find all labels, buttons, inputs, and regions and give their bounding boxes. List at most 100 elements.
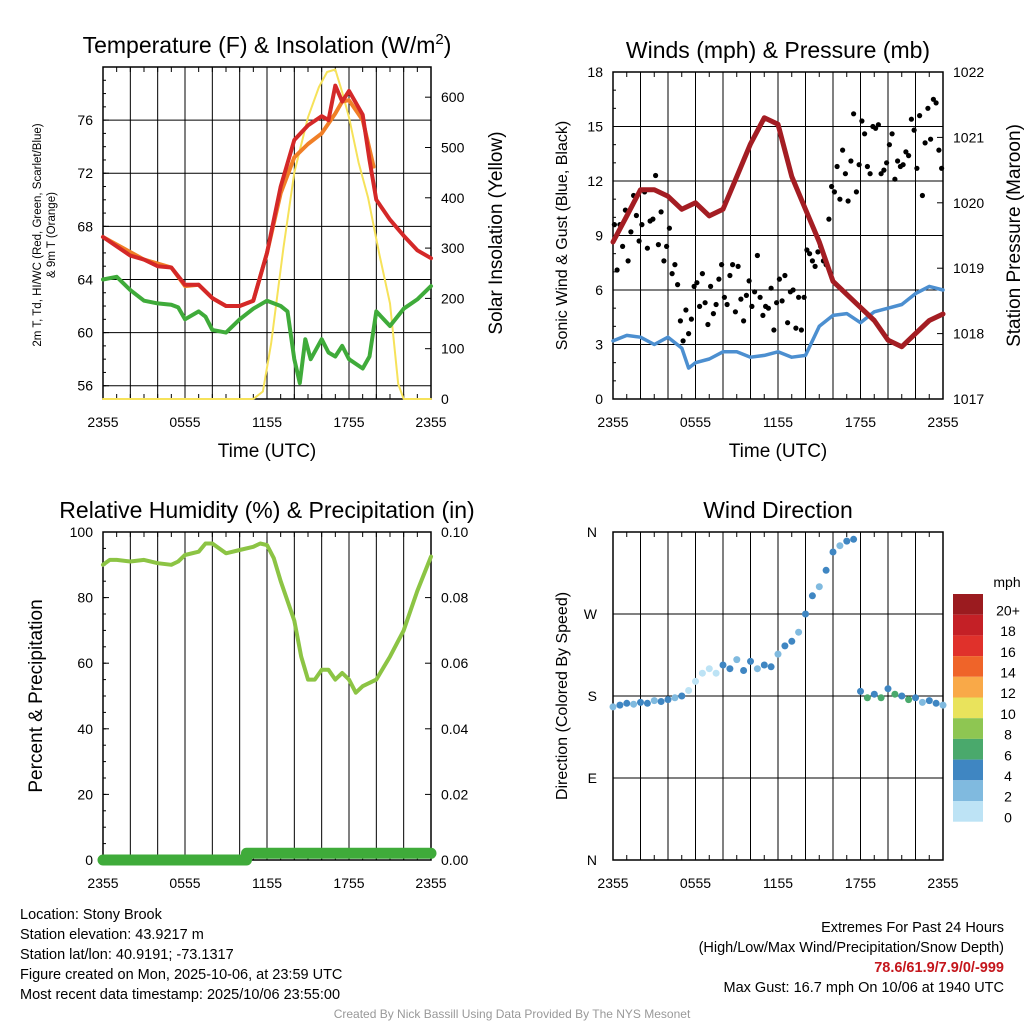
temp-9m-line — [101, 98, 376, 308]
legend-swatch — [953, 594, 983, 615]
gust-point — [724, 301, 730, 308]
legend-label: 0 — [1004, 809, 1012, 825]
legend-label: 20+ — [996, 602, 1020, 618]
gust-point — [664, 243, 670, 249]
x-tick-label: 0555 — [680, 875, 711, 891]
y-right-axis-label: Solar Insolation (Yellow) — [486, 131, 507, 334]
direction-point — [767, 663, 775, 671]
gust-point — [672, 262, 678, 268]
direction-point — [609, 703, 617, 711]
direction-point — [857, 687, 864, 695]
direction-point — [788, 637, 796, 645]
gust-point — [741, 318, 747, 324]
gust-point — [834, 163, 840, 170]
gust-point — [853, 189, 860, 195]
direction-point — [740, 667, 748, 674]
x-tick-label: 1755 — [333, 875, 364, 891]
legend-label: 10 — [1000, 706, 1016, 722]
direction-point — [726, 665, 734, 673]
gust-point — [900, 162, 906, 168]
temp-2m-line — [101, 83, 433, 308]
y-tick-label: W — [584, 606, 598, 622]
gust-point — [628, 229, 634, 235]
legend-label: 18 — [1000, 623, 1016, 639]
direction-point — [719, 661, 727, 669]
direction-point — [884, 685, 892, 693]
gust-point — [721, 294, 728, 300]
legend-swatch — [953, 780, 983, 801]
gust-point — [653, 172, 659, 179]
gust-point — [669, 271, 675, 277]
direction-point — [760, 661, 768, 669]
gust-point — [754, 252, 761, 259]
gust-point — [727, 272, 733, 279]
humidity-precipitation-chart: 0 20 40 60 80 100 0.00 0.02 0.04 0.06 0.08 0.10 2355… — [26, 497, 475, 891]
direction-point — [733, 656, 741, 664]
gust-point — [735, 263, 741, 269]
direction-point — [808, 592, 816, 600]
y-right-tick-label: 0.06 — [441, 655, 468, 671]
gust-point — [919, 192, 926, 199]
x-tick-label: 2355 — [597, 414, 628, 430]
direction-point — [891, 690, 899, 698]
figure-created: Figure created on Mon, 2025-10-06, at 23… — [20, 967, 343, 983]
direction-point — [918, 698, 926, 706]
gust-point — [886, 142, 893, 148]
x-tick-label: 1755 — [845, 875, 876, 891]
direction-point — [637, 698, 644, 706]
y-tick-label: 60 — [77, 325, 93, 341]
x-tick-label: 2355 — [87, 875, 118, 891]
y-tick-label: 18 — [587, 64, 603, 80]
gust-point — [878, 171, 884, 177]
gust-point — [848, 158, 854, 164]
direction-point — [829, 548, 837, 556]
gust-point — [752, 289, 758, 295]
gust-point — [683, 307, 689, 313]
direction-point — [822, 566, 830, 574]
y-tick-label: 100 — [70, 524, 94, 540]
y-tick-label: 15 — [587, 119, 603, 135]
gust-point — [881, 167, 887, 173]
gust-point — [867, 171, 873, 177]
chart-title: Temperature (F) & Insolation (W/m2) — [83, 31, 452, 58]
gust-point — [694, 280, 700, 286]
direction-point — [912, 694, 919, 702]
station-elevation: Station elevation: 43.9217 m — [20, 927, 204, 943]
gust-point — [831, 189, 838, 195]
gust-point — [845, 198, 851, 204]
gust-point — [928, 136, 934, 142]
gust-point — [749, 303, 755, 309]
gust-point — [636, 238, 642, 244]
x-tick-label: 1155 — [763, 875, 793, 891]
chart-title: Winds (mph) & Pressure (mb) — [626, 37, 930, 63]
gust-point — [892, 176, 898, 182]
x-tick-label: 1155 — [252, 875, 282, 891]
gust-point — [768, 285, 774, 291]
gust-point — [933, 100, 939, 106]
gust-point — [650, 216, 656, 222]
direction-point — [664, 696, 672, 704]
gust-point — [620, 243, 626, 249]
gust-point — [666, 225, 673, 231]
gust-point — [713, 301, 719, 308]
gust-point — [895, 158, 901, 164]
gust-point — [644, 245, 651, 251]
gust-point — [801, 294, 807, 300]
wind-speed-legend: mph 20+ 18 16 14 12 10 8 6 4 2 0 — [953, 574, 1021, 825]
direction-point — [671, 694, 679, 702]
gust-point — [796, 294, 802, 300]
legend-swatch — [953, 635, 983, 657]
gust-point — [757, 294, 763, 300]
gust-point — [779, 298, 785, 304]
y-axis-label-line1: 2m T, Td, HI/WC (Red, Green, Scarlet/Blu… — [32, 123, 44, 346]
station-latlon: Station lat/lon: 40.9191; -73.1317 — [20, 947, 234, 963]
gust-point — [875, 122, 882, 128]
x-tick-label: 2355 — [927, 414, 958, 430]
y-tick-label: N — [587, 852, 597, 868]
legend-label: 14 — [1000, 664, 1016, 680]
direction-point — [815, 583, 823, 591]
y-tick-label: 0 — [595, 391, 603, 407]
x-tick-label: 1155 — [252, 414, 282, 430]
y-right-tick-label: 400 — [441, 190, 465, 206]
y-right-tick-label: 300 — [441, 240, 465, 256]
